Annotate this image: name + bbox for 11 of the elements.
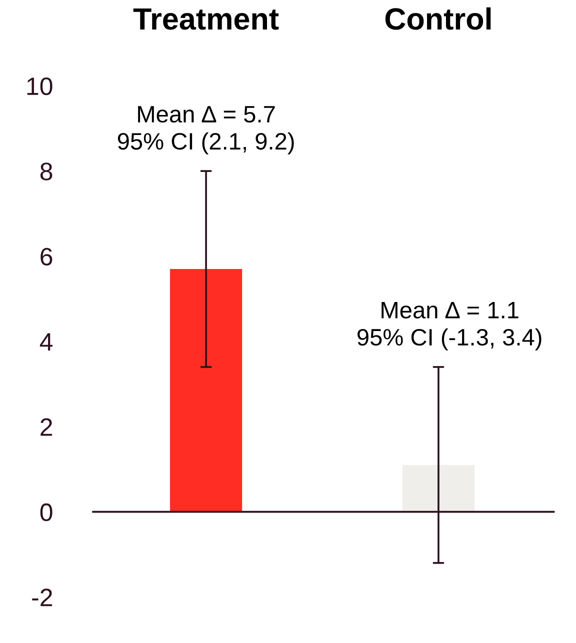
- annotation: Mean ∆ = 5.7 95% CI (2.1, 9.2): [118, 106, 294, 154]
- y-tick-label: 10: [27, 77, 52, 96]
- x-tick-label: Control: [385, 7, 491, 30]
- y-tick-label: 8: [40, 162, 52, 180]
- y-tick-label: 2: [40, 418, 52, 436]
- y-tick-label: 4: [40, 333, 53, 350]
- y-tick-label: 6: [40, 248, 52, 266]
- annotation: Mean ∆ = 1.1 95% CI (-1.3, 3.4): [358, 302, 542, 350]
- y-tick-label: 0: [40, 503, 52, 522]
- x-tick-label: Treatment: [133, 8, 279, 30]
- y-tick-label: -2: [32, 588, 52, 606]
